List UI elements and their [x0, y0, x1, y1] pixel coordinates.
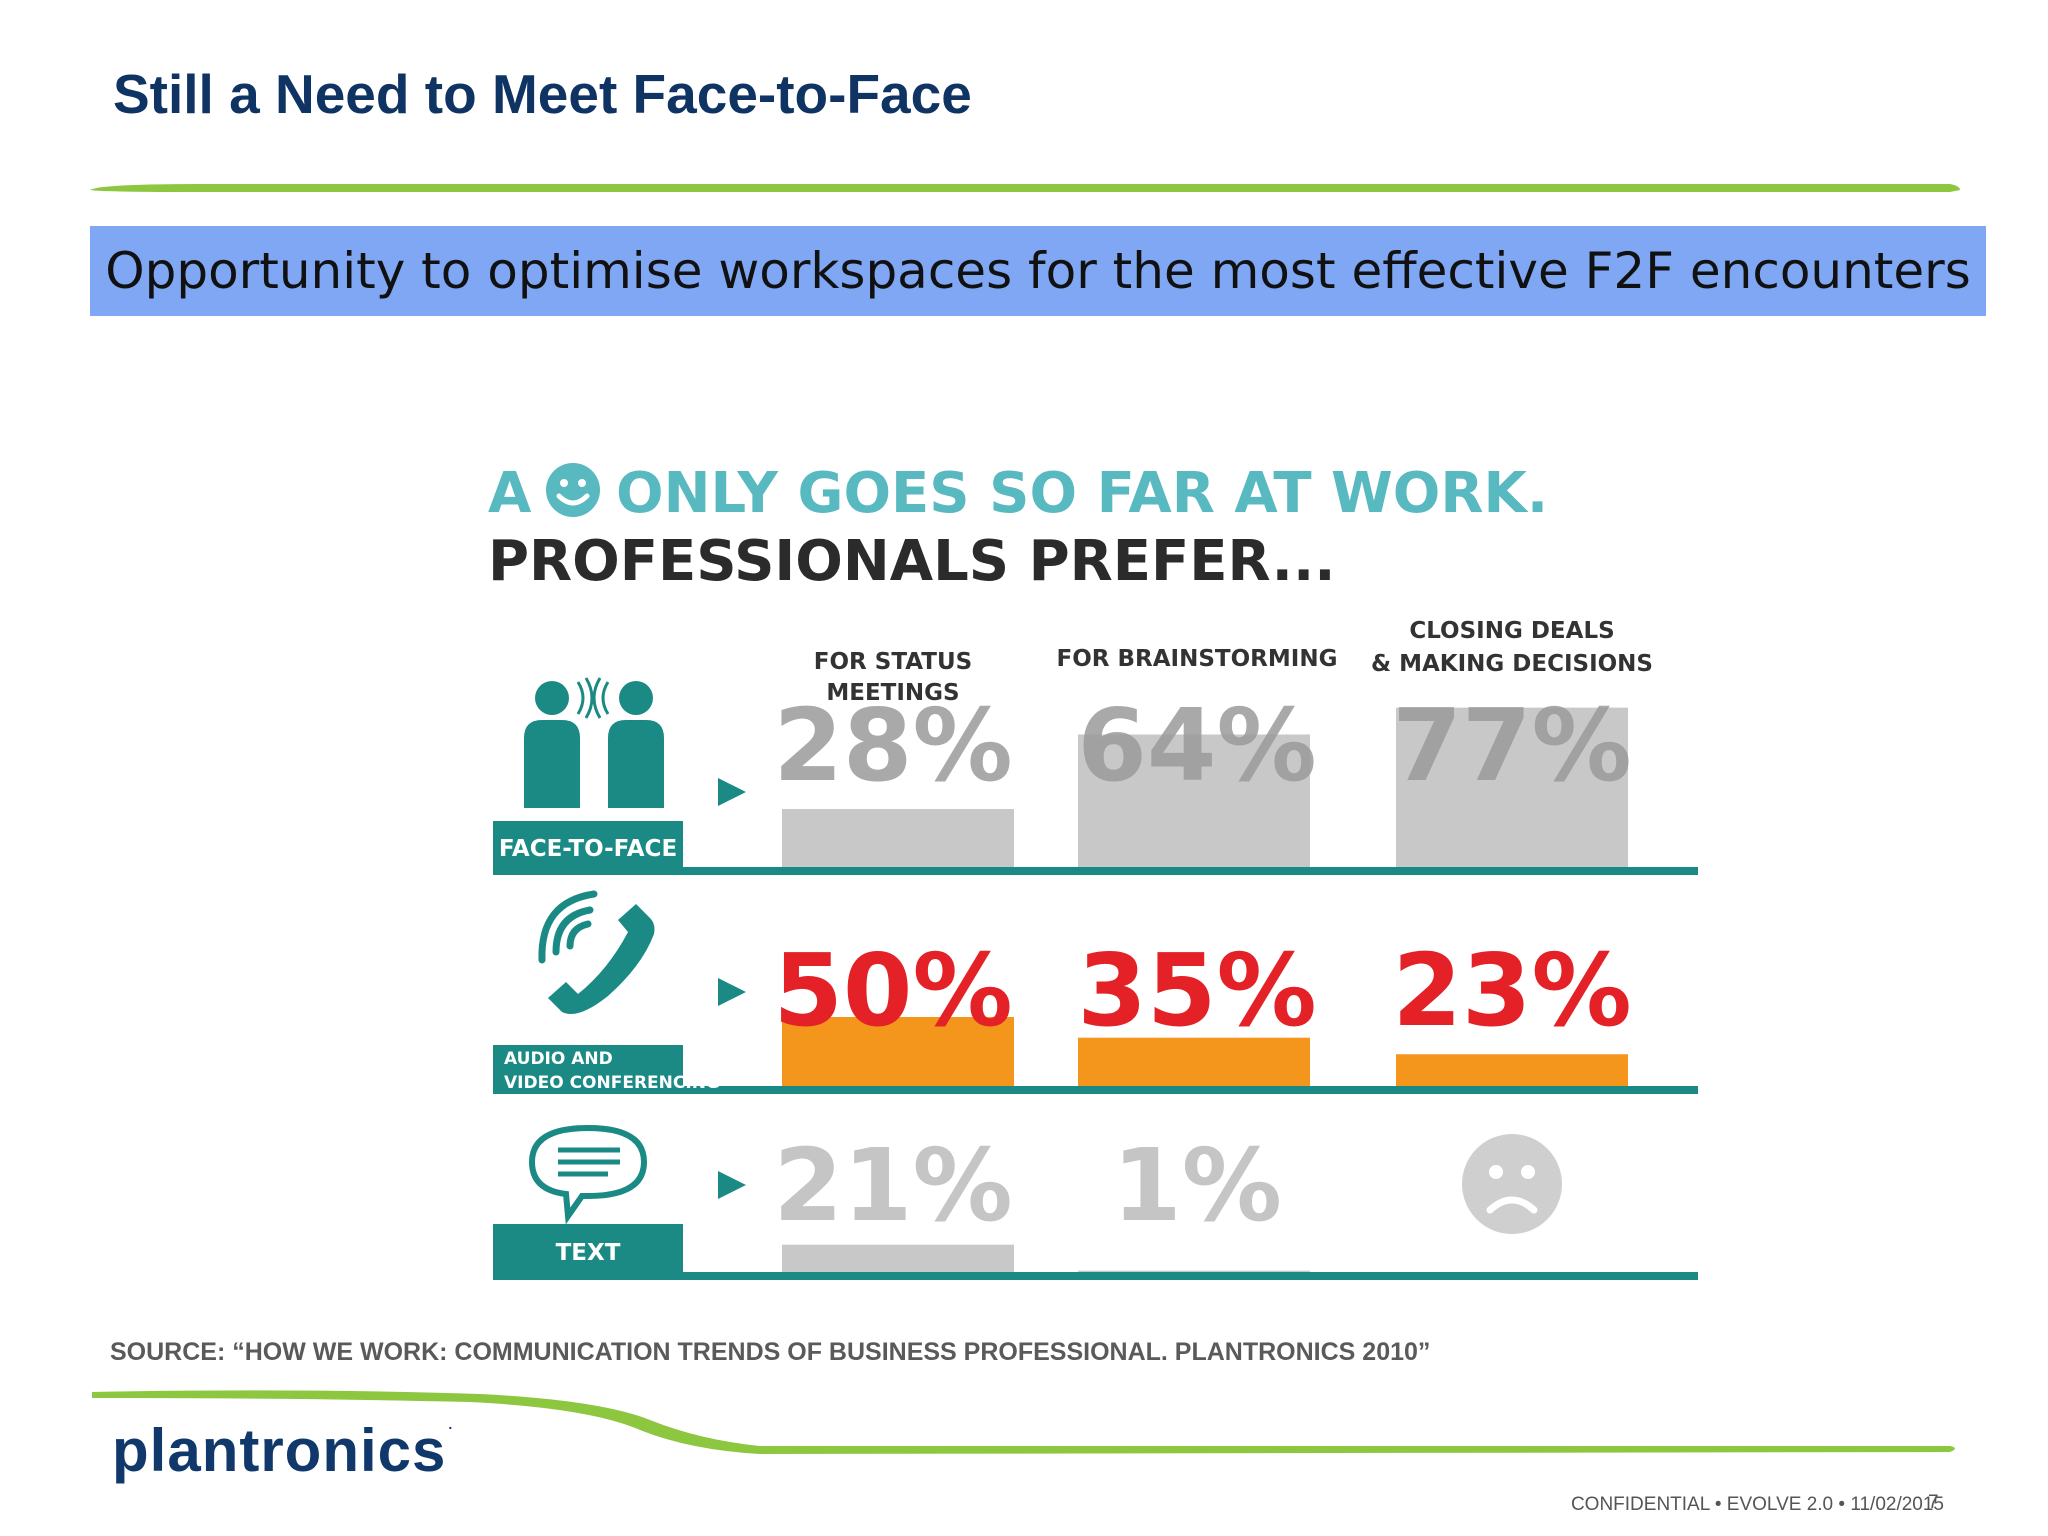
person-body: [608, 720, 664, 808]
sad-face: [1462, 1134, 1562, 1234]
data-label: 35%: [1077, 932, 1316, 1049]
category-label: CLOSING DEALS: [1409, 618, 1614, 644]
row-label: AUDIO AND: [504, 1049, 613, 1069]
slide-title: Still a Need to Meet Face-to-Face: [113, 63, 972, 125]
signal-arc: [552, 906, 594, 956]
person-head: [619, 681, 653, 715]
category-label: & MAKING DECISIONS: [1371, 651, 1653, 677]
data-label: 23%: [1392, 932, 1631, 1049]
data-bar: [1396, 1054, 1628, 1086]
title-suffix: ONLY GOES SO FAR AT WORK.: [616, 461, 1548, 526]
row-arrow-icon: [718, 1171, 746, 1199]
chart-title-line2: PROFESSIONALS PREFER...: [488, 529, 1336, 594]
row-arrow-icon: [718, 978, 746, 1006]
chart-title-line1: A ONLY GOES SO FAR AT WORK.: [488, 461, 1548, 526]
data-label: 50%: [773, 932, 1012, 1049]
sad-eye: [1521, 1165, 1535, 1179]
banner-text: Opportunity to optimise workspaces for t…: [105, 242, 1971, 300]
banner: Opportunity to optimise workspaces for t…: [90, 226, 1986, 316]
people-talking-icon: [524, 677, 664, 808]
smiley-eye: [578, 479, 586, 487]
page-number: 7: [1928, 1492, 1939, 1513]
source-note: SOURCE: “HOW WE WORK: COMMUNICATION TREN…: [110, 1338, 1431, 1366]
logo-wordmark: plantronics: [112, 1417, 447, 1484]
sad-face-icon: [1462, 1134, 1562, 1234]
row-label: VIDEO CONFERENCING: [504, 1073, 720, 1093]
row-label-box: [493, 1045, 683, 1094]
category-label: MEETINGS: [826, 680, 959, 706]
row-baseline: [493, 867, 1698, 875]
data-label: 64%: [1077, 687, 1316, 804]
footer-swoosh: [92, 1390, 1955, 1454]
data-bar: [782, 1017, 1014, 1086]
row-label: TEXT: [556, 1240, 621, 1266]
row-arrow-icon: [718, 778, 746, 806]
phone-icon: [538, 890, 655, 1014]
smiley-eye: [560, 479, 568, 487]
data-bar: [1078, 1037, 1310, 1086]
smiley-face: [546, 463, 600, 517]
sad-eye: [1489, 1165, 1503, 1179]
signal-arc: [566, 920, 592, 950]
data-bar: [1396, 707, 1628, 867]
infographic-chart: A ONLY GOES SO FAR AT WORK.PROFESSIONALS …: [488, 461, 1698, 1280]
person-body: [524, 720, 580, 808]
data-bar: [1078, 734, 1310, 867]
plantronics-logo: plantronics.: [112, 1416, 453, 1485]
title-prefix: A: [488, 461, 532, 526]
person-head: [535, 681, 569, 715]
logo-mark: .: [448, 1416, 454, 1432]
title-divider: [90, 184, 1960, 192]
sound-waves: [576, 677, 610, 719]
smiley-icon: [546, 463, 600, 517]
row-baseline: [493, 1086, 1698, 1094]
row-label-box: [493, 1224, 683, 1280]
data-label: 28%: [773, 687, 1012, 804]
smiley-mouth: [556, 493, 590, 506]
category-label: FOR STATUS: [814, 649, 972, 675]
footer-text: CONFIDENTIAL • EVOLVE 2.0 • 11/02/2015: [1570, 1494, 1944, 1515]
sad-mouth: [1486, 1196, 1538, 1214]
speech-bubble-icon: [528, 1124, 648, 1225]
signal-arc: [538, 890, 598, 964]
speech-bubble: [528, 1124, 648, 1225]
data-bar: [1078, 1270, 1310, 1272]
row-baseline: [493, 1272, 1698, 1280]
data-bar: [782, 809, 1014, 867]
phone-handset: [548, 904, 655, 1014]
data-bar: [782, 1244, 1014, 1272]
row-label-box: [493, 821, 683, 875]
data-label: 21%: [773, 1127, 1012, 1244]
data-label: 77%: [1392, 687, 1631, 804]
data-label: 1%: [1112, 1127, 1282, 1244]
row-label: FACE-TO-FACE: [499, 836, 677, 862]
category-label: FOR BRAINSTORMING: [1057, 646, 1338, 672]
